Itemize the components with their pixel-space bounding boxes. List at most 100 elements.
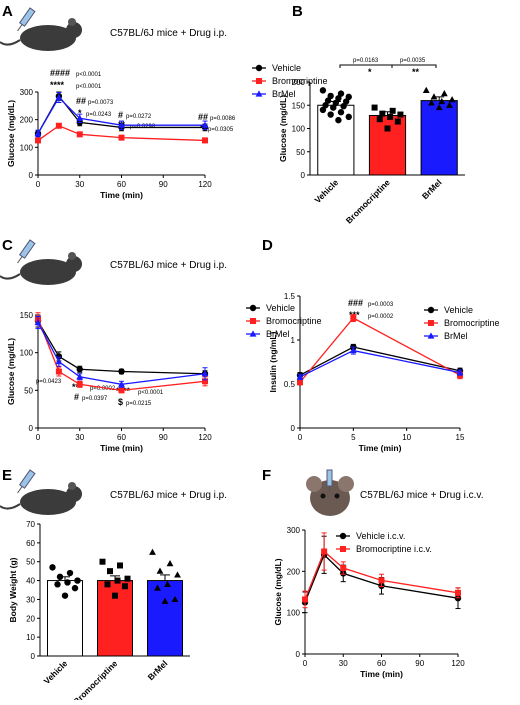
y-axis-label: Glucose (mg/dL): [278, 95, 288, 162]
data-point: [342, 98, 350, 105]
data-point: [387, 113, 394, 120]
y-tick-label: 10: [26, 633, 35, 642]
x-tick-label: 5: [351, 433, 356, 442]
y-tick-label: 0: [31, 652, 36, 661]
data-point: [71, 584, 79, 592]
data-point: [335, 116, 342, 124]
x-tick-label: 10: [402, 433, 411, 442]
y-tick-label: 300: [20, 88, 34, 97]
x-tick-label: BrMel: [420, 177, 444, 201]
annot-a3-sig: ##: [76, 96, 86, 106]
data-point: [164, 580, 171, 587]
legend-marker: [428, 320, 434, 326]
y-tick-label: 0: [301, 171, 306, 180]
x-tick-label: Vehicle: [42, 658, 70, 686]
panel-F-title: C57BL/6J mice + Drug i.c.v.: [360, 490, 483, 501]
y-tick-label: 200: [292, 78, 306, 87]
annot-a5-p: p=0.0272: [126, 114, 152, 120]
x-tick-label: Bromocriptine: [71, 658, 119, 700]
data-point: [337, 90, 345, 97]
y-tick-label: 40: [26, 577, 35, 586]
annot-a3-p: p=0.0073: [88, 100, 114, 106]
annot-b2-sig: **: [412, 67, 420, 77]
y-tick-label: 30: [26, 595, 35, 604]
legend-label: Bromocriptine i.c.v.: [356, 544, 432, 554]
annot-a7-sig: ##: [198, 112, 208, 122]
data-point: [202, 137, 208, 144]
data-point: [34, 129, 42, 137]
x-tick-label: 120: [198, 180, 212, 189]
legend-marker: [340, 546, 346, 552]
annot-d1-sig: ###: [348, 298, 363, 308]
x-tick-label: 15: [456, 433, 465, 442]
y-tick-label: 100: [20, 349, 34, 358]
x-axis-label: Time (min): [360, 669, 403, 679]
bar: [47, 580, 83, 657]
y-tick-label: 0: [291, 424, 296, 433]
data-point: [122, 583, 128, 590]
data-point: [446, 101, 453, 108]
data-point: [332, 99, 340, 107]
panel-letter-C: C: [2, 237, 13, 254]
legend-marker: [427, 306, 435, 314]
series-line: [299, 349, 461, 378]
annot-d2-p: p=0.0002: [368, 314, 394, 320]
annot-a2-p: p<0.0001: [76, 84, 102, 90]
data-point: [389, 107, 396, 114]
series-brmel: [34, 92, 209, 138]
bar: [368, 114, 407, 176]
data-point: [118, 134, 125, 141]
data-point: [327, 111, 334, 118]
chart-D: 0 0.5 1 1.5 Insulin (ng/mL) 0 5 10 15 Time (min) V…: [268, 292, 500, 453]
data-point: [371, 104, 378, 111]
data-point: [438, 97, 446, 105]
annot-a2-sig: ****: [50, 80, 65, 90]
data-point: [302, 596, 308, 603]
data-point: [118, 121, 125, 128]
data-point: [76, 131, 83, 138]
x-tick-label: Bromocriptine: [344, 177, 392, 225]
annot-c4-sig: #: [74, 392, 79, 402]
data-point: [166, 560, 174, 567]
panel-C-title: C57BL/6J mice + Drug i.p.: [110, 260, 227, 271]
y-tick-label: 200: [20, 116, 34, 125]
annot-b1-sig: *: [368, 67, 372, 77]
legend-label: Vehicle i.c.v.: [356, 531, 405, 541]
data-point: [327, 92, 334, 100]
series-line: [37, 322, 206, 385]
bar: [147, 580, 183, 657]
legend-label: BrMel: [272, 89, 296, 99]
data-point: [428, 99, 435, 106]
data-point: [66, 569, 74, 577]
x-tick-label: 0: [36, 180, 41, 189]
data-point: [107, 568, 113, 575]
data-point: [174, 571, 181, 578]
data-point: [76, 366, 83, 373]
data-point: [156, 567, 164, 574]
data-point: [35, 137, 41, 144]
y-tick-label: 0: [29, 171, 34, 180]
annot-a4-p: p=0.0243: [86, 112, 112, 118]
y-tick-label: 0.5: [284, 380, 296, 389]
y-tick-label: 0: [29, 424, 34, 433]
data-point: [397, 111, 404, 118]
data-point: [384, 125, 391, 132]
legend-label: Bromocriptine: [272, 76, 328, 86]
series-line: [37, 318, 206, 391]
data-point: [422, 86, 430, 93]
data-point: [117, 562, 123, 569]
y-tick-label: 60: [26, 539, 35, 548]
y-tick-label: 0: [296, 650, 301, 659]
data-point: [74, 577, 81, 584]
annot-d1-p: p=0.0003: [368, 302, 394, 308]
x-tick-label: 0: [36, 433, 41, 442]
data-point: [319, 106, 327, 114]
data-point: [378, 577, 385, 584]
series-bromocriptine: [297, 313, 463, 386]
data-point: [56, 573, 64, 580]
data-point: [319, 87, 327, 94]
y-tick-label: 100: [287, 609, 301, 618]
data-point: [76, 114, 84, 121]
series-line: [299, 317, 461, 383]
data-point: [161, 597, 169, 604]
